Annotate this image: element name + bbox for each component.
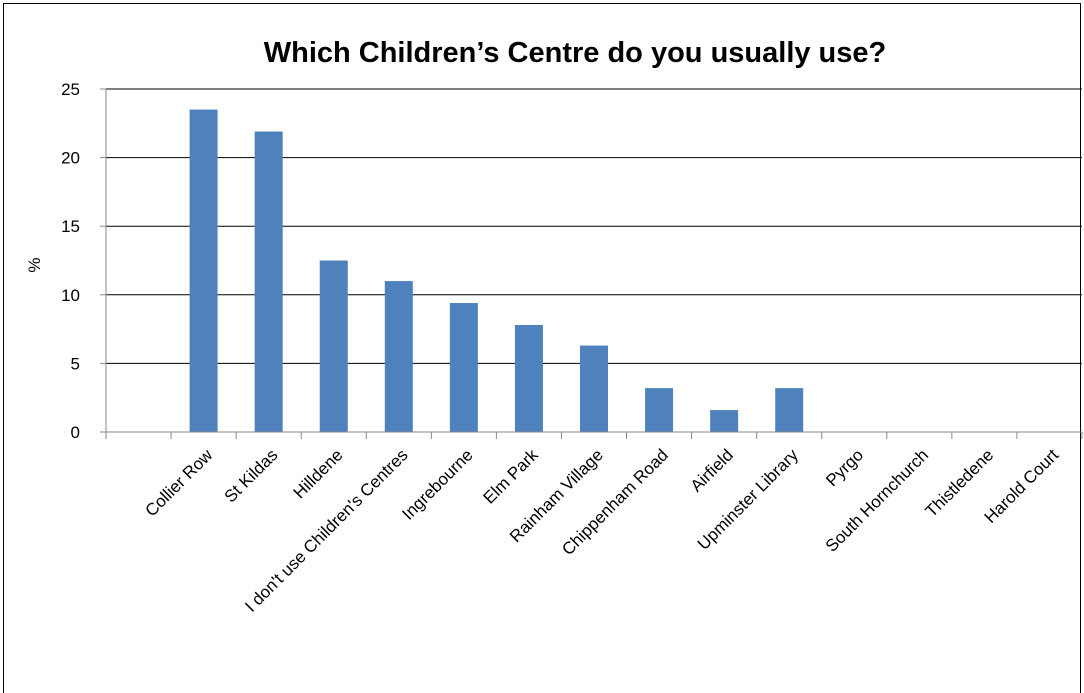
bar: [319, 260, 348, 432]
y-tick-label: 20: [61, 149, 80, 168]
x-tick-label: Airfield: [687, 445, 737, 495]
axes: [100, 88, 1083, 439]
x-tick-label: Collier Row: [142, 445, 217, 520]
x-tick-label: Hilldene: [290, 445, 347, 502]
bars: [189, 109, 804, 433]
bar: [254, 131, 283, 433]
bar: [189, 109, 218, 432]
x-tick-label: Pyrgo: [822, 445, 867, 490]
y-tick-label: 0: [71, 423, 80, 442]
y-tick-label: 10: [61, 286, 80, 305]
y-tick-label: 15: [61, 217, 80, 236]
bar: [775, 388, 804, 432]
bar: [710, 410, 739, 432]
y-tick-label: 25: [61, 80, 80, 99]
y-tick-label: 5: [71, 354, 80, 373]
bar: [580, 345, 608, 432]
bar: [449, 303, 478, 432]
bar: [645, 388, 674, 432]
x-tick-label: Elm Park: [480, 445, 543, 508]
x-tick-label: Ingrebourne: [398, 445, 476, 523]
bar: [384, 281, 413, 432]
gridlines: [106, 88, 1082, 364]
x-tick-label: St Kildas: [221, 445, 282, 506]
y-axis-label: %: [25, 257, 44, 272]
chart-title: Which Children’s Centre do you usually u…: [264, 37, 887, 69]
bar: [514, 324, 543, 432]
